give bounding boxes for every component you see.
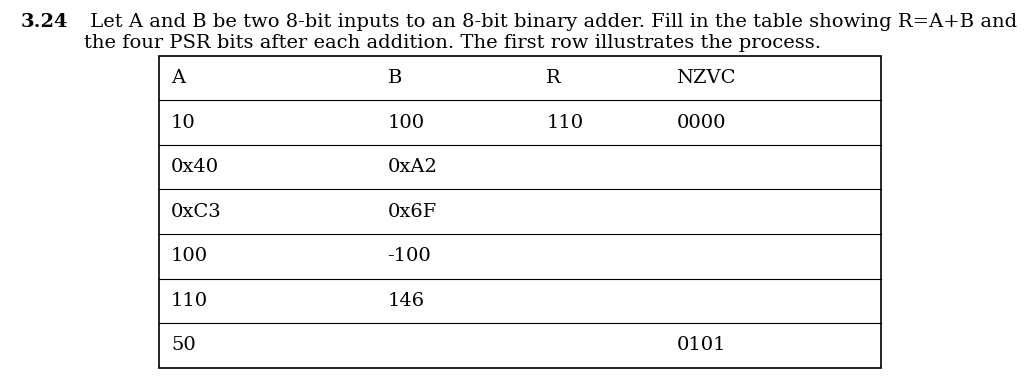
Text: B: B <box>387 69 402 87</box>
Text: NZVC: NZVC <box>676 69 736 87</box>
Text: 100: 100 <box>387 114 425 132</box>
Text: R: R <box>547 69 561 87</box>
Text: -100: -100 <box>387 247 431 265</box>
Text: 0000: 0000 <box>676 114 726 132</box>
Text: 0x40: 0x40 <box>171 158 219 176</box>
Text: 110: 110 <box>171 292 208 310</box>
Text: A: A <box>171 69 185 87</box>
Text: 0101: 0101 <box>676 336 726 355</box>
Text: 3.24: 3.24 <box>20 13 68 32</box>
Text: 0xC3: 0xC3 <box>171 203 222 221</box>
Text: 0x6F: 0x6F <box>387 203 437 221</box>
Text: 100: 100 <box>171 247 208 265</box>
Text: 0xA2: 0xA2 <box>387 158 437 176</box>
Text: Let A and B be two 8-bit inputs to an 8-bit binary adder. Fill in the table show: Let A and B be two 8-bit inputs to an 8-… <box>84 13 1017 52</box>
Text: 146: 146 <box>387 292 425 310</box>
Text: 110: 110 <box>547 114 584 132</box>
Text: 10: 10 <box>171 114 196 132</box>
Text: 50: 50 <box>171 336 196 355</box>
